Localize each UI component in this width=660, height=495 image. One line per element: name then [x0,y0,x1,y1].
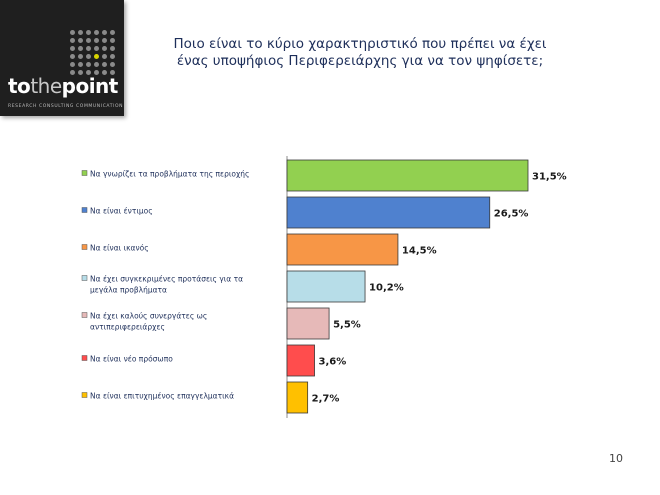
bar-value-label: 2,7% [312,394,340,405]
category-label: αντιπεριφερειάρχες [90,323,165,332]
logo-dot [86,30,91,35]
bar [286,270,366,303]
logo-dot [102,46,107,51]
logo-dot [70,38,75,43]
legend-marker [81,312,88,318]
bar-value-label: 14,5% [402,246,437,257]
legend-marker [81,355,88,361]
logo-dot [86,38,91,43]
bar-value-label: 31,5% [532,172,567,183]
logo-dot [78,30,83,35]
category-label: Να είναι επιτυχημένος επαγγελματικά [90,392,234,401]
logo-dot [70,54,75,59]
logo-dot [102,62,107,67]
logo-word-point: point [61,74,119,98]
logo-dot [86,70,91,75]
logo-dot [102,54,107,59]
logo-dot [70,70,75,75]
logo-dot [94,70,99,75]
bar [286,307,330,340]
category-label: Να έχει καλούς συνεργάτες ως [90,312,207,321]
category-label: Να γνωρίζει τα προβλήματα της περιοχής [90,170,249,179]
logo-dot [70,62,75,67]
category-label: Να είναι έντιμος [90,207,153,216]
page-title: Ποιο είναι το κύριο χαρακτηριστικό που π… [150,36,570,70]
bar-value-label: 10,2% [369,283,404,294]
logo-dot [110,38,115,43]
logo-dot [78,38,83,43]
logo-dot [110,62,115,67]
legend-marker [81,207,88,213]
logo-dot [110,46,115,51]
title-line-1: Ποιο είναι το κύριο χαρακτηριστικό που π… [173,36,547,52]
logo-dot [94,30,99,35]
logo-dot [94,46,99,51]
bar-value-label: 3,6% [319,357,347,368]
logo-dot [86,46,91,51]
bar-value-label: 26,5% [494,209,529,220]
title-line-2: ένας υποψήφιος Περιφερειάρχης για να τον… [176,53,544,69]
legend-marker [81,392,88,398]
logo-dot [86,62,91,67]
logo-dot [110,70,115,75]
logo-dot [86,54,91,59]
logo-dot [94,62,99,67]
logo: tothepoint RESEARCH CONSULTING COMMUNICA… [0,0,124,116]
logo-dot [78,62,83,67]
logo-dot [94,54,99,59]
bar [286,233,399,266]
category-label: Να είναι νέο πρόσωπο [90,355,173,364]
category-label: Να έχει συγκεκριμένες προτάσεις για τα [90,275,243,284]
logo-word-the: the [30,74,62,98]
logo-dot [70,30,75,35]
legend-marker [81,244,88,250]
bar [286,344,315,377]
logo-dot [110,54,115,59]
logo-dot [94,38,99,43]
logo-dot-grid-icon [70,30,118,78]
category-label: Να είναι ικανός [90,244,149,253]
legend-marker [81,170,88,176]
bar [286,381,309,414]
bar-value-label: 5,5% [333,320,361,331]
logo-dot [70,46,75,51]
bar [286,196,491,229]
logo-dot [102,70,107,75]
logo-dot [102,38,107,43]
category-label: μεγάλα προβλήματα [90,286,167,295]
logo-dot [110,30,115,35]
page-number: 10 [609,452,623,465]
logo-dot [78,70,83,75]
logo-word-to: to [8,74,31,98]
bar [286,159,529,192]
logo-wordmark: tothepoint [8,74,118,98]
logo-dot [78,46,83,51]
logo-tagline: RESEARCH CONSULTING COMMUNICATION [8,104,124,109]
legend-marker [81,275,88,281]
logo-dot [78,54,83,59]
logo-dot [102,30,107,35]
